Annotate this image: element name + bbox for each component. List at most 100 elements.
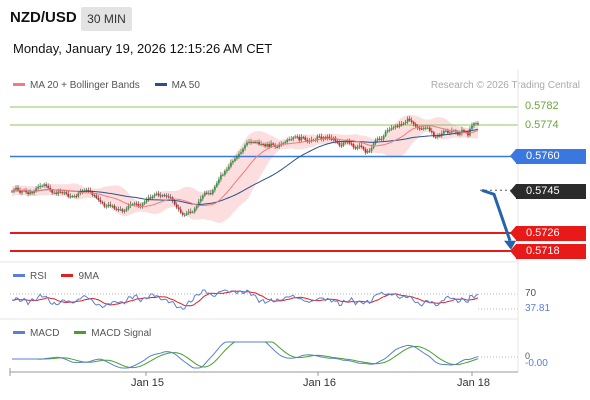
candle-body: [228, 166, 230, 170]
candle-body: [15, 187, 17, 190]
rsi-ma-legend-label: 9MA: [78, 271, 100, 282]
candle-body: [459, 133, 461, 135]
candle-body: [404, 121, 407, 124]
candle-body: [155, 193, 158, 195]
candle-body: [197, 201, 200, 206]
candle-body: [406, 118, 409, 122]
candle-body: [420, 128, 423, 130]
ma50-swatch: [154, 82, 167, 86]
candle-body: [368, 150, 371, 152]
candle-body: [169, 197, 172, 199]
candle-body: [115, 208, 118, 210]
candle-body: [167, 196, 170, 198]
candle-body: [45, 184, 48, 186]
rsi-legend: RSI 9MA: [13, 271, 111, 282]
candle-body: [95, 195, 98, 198]
candle-body: [217, 179, 220, 184]
candle-body: [354, 147, 357, 149]
candle-body: [475, 123, 477, 125]
candle-body: [364, 149, 367, 153]
candle-body: [65, 192, 68, 194]
candle-body: [238, 153, 240, 157]
ma20-swatch: [13, 82, 25, 86]
candle-body: [141, 203, 144, 207]
ma50-line: [11, 128, 479, 205]
candle-body: [63, 192, 66, 194]
candle-body: [284, 142, 287, 144]
candle-body: [366, 151, 369, 153]
rsi-swatch: [13, 273, 25, 277]
candle-body: [185, 213, 188, 215]
candle-body: [469, 128, 471, 136]
candle-body: [446, 130, 449, 133]
candle-body: [461, 129, 463, 134]
candle-body: [49, 187, 52, 191]
candle-body: [147, 197, 150, 200]
candle-body: [467, 131, 469, 136]
ma20-legend-label: MA 20 + Bollinger Bands: [30, 80, 140, 91]
candle-body: [328, 136, 331, 138]
candle-body: [133, 203, 136, 205]
candle-body: [428, 127, 431, 131]
candle-body: [394, 126, 397, 128]
candle-body: [408, 118, 411, 121]
candle-body: [438, 135, 441, 137]
candle-body: [390, 128, 393, 130]
pair-title: NZD/USD: [10, 9, 77, 26]
candle-body: [87, 190, 90, 192]
candle-body: [324, 137, 327, 139]
candle-body: [85, 190, 88, 192]
candle-body: [370, 147, 373, 151]
support-1-tag: 0.5726: [510, 226, 586, 241]
candle-body: [25, 190, 27, 193]
candle-body: [246, 142, 248, 146]
candle-body: [11, 191, 13, 193]
candle-body: [41, 185, 44, 187]
candle-body: [187, 211, 190, 214]
candle-body: [260, 143, 262, 145]
candle-body: [340, 145, 343, 147]
candle-body: [117, 209, 120, 211]
candle-body: [189, 211, 192, 213]
candle-body: [17, 187, 19, 191]
rsi-ma-swatch: [61, 273, 74, 277]
macd-legend-label: MACD: [30, 328, 60, 339]
candle-body: [430, 130, 433, 133]
rsi-line: [11, 289, 479, 310]
candle-body: [318, 136, 321, 138]
candle-body: [67, 193, 70, 197]
candle-body: [296, 136, 299, 138]
candle-body: [426, 127, 429, 129]
candle-body: [248, 141, 250, 143]
candle-body: [209, 193, 212, 195]
candle-body: [254, 141, 256, 143]
candle-body: [135, 203, 138, 205]
candle-body: [222, 174, 224, 176]
candle-body: [69, 196, 72, 198]
candle-body: [163, 195, 166, 197]
candle-body: [382, 135, 385, 140]
candle-body: [252, 141, 254, 143]
candle-body: [213, 186, 216, 191]
candle-body: [105, 206, 108, 208]
candle-body: [376, 138, 379, 141]
candle-body: [33, 191, 35, 193]
candle-body: [266, 144, 268, 147]
candle-body: [442, 130, 445, 134]
candle-body: [398, 124, 401, 127]
bollinger-band: [12, 114, 478, 223]
candle-body: [360, 145, 363, 148]
candle-body: [326, 136, 329, 139]
candle-body: [173, 201, 176, 205]
candle-body: [149, 197, 152, 199]
candle-body: [127, 205, 130, 209]
resistance-1-tag: 0.5760: [510, 149, 586, 164]
candle-body: [119, 209, 122, 211]
timeframe-badge[interactable]: 30 MIN: [81, 7, 132, 31]
candle-body: [143, 201, 146, 204]
macd-legend: MACD MACD Signal: [13, 328, 163, 339]
candle-body: [61, 192, 64, 194]
candle-body: [400, 124, 403, 126]
candle-body: [195, 206, 198, 209]
